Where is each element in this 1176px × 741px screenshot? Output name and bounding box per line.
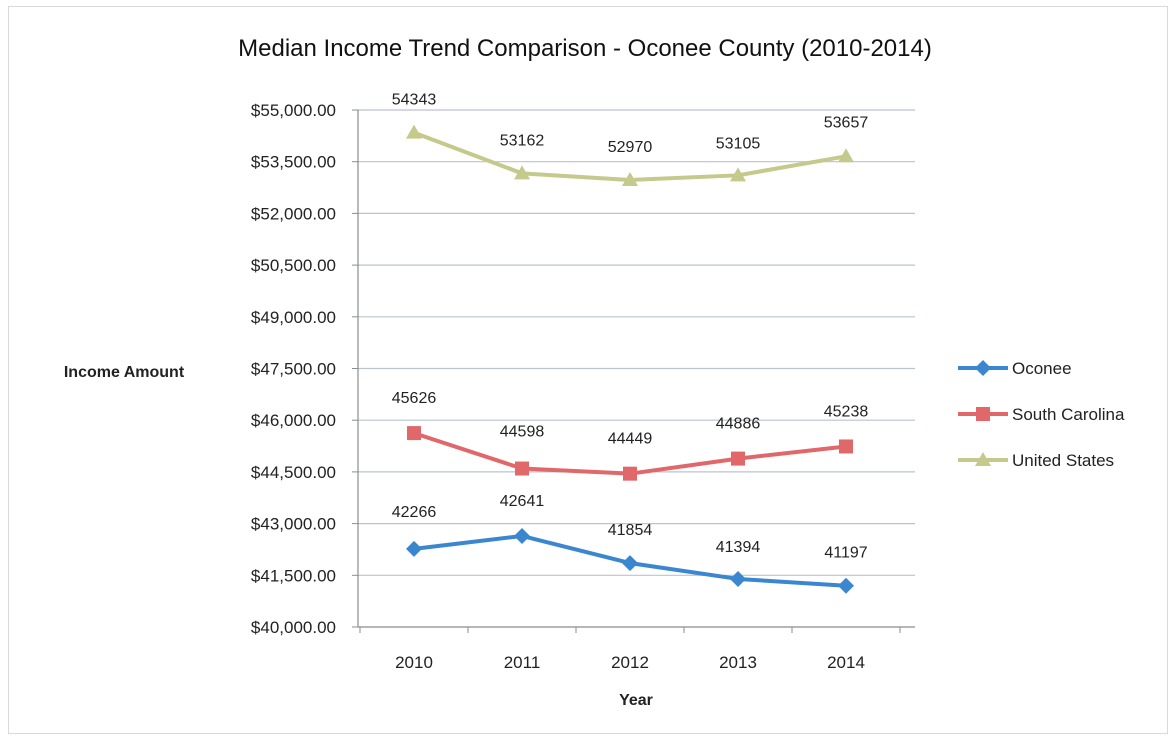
series-lines: [406, 124, 854, 594]
legend-marker-oconee: [975, 360, 991, 376]
data-label-south-carolina: 45626: [392, 390, 437, 407]
legend-label-south-carolina: South Carolina: [1012, 405, 1125, 424]
y-tick-label: $53,500.00: [251, 153, 336, 172]
data-point-oconee: [838, 577, 854, 594]
y-tick-label: $46,000.00: [251, 411, 336, 430]
y-tick-label: $49,000.00: [251, 308, 336, 327]
y-tick-label: $44,500.00: [251, 463, 336, 482]
data-point-united-states: [838, 148, 854, 163]
data-point-united-states: [514, 165, 530, 180]
y-axis-ticks: $40,000.00 $41,500.00 $43,000.00 $44,500.00…: [251, 101, 336, 637]
x-axis-title: Year: [619, 692, 653, 709]
data-point-oconee: [406, 540, 422, 557]
chart-title: Median Income Trend Comparison - Oconee …: [238, 35, 932, 62]
legend-marker-united-states: [975, 452, 991, 466]
data-point-united-states: [406, 124, 422, 139]
data-point-united-states: [622, 171, 638, 186]
legend: Oconee South Carolina United States: [958, 359, 1125, 470]
data-label-united-states: 53105: [716, 135, 761, 152]
y-tick-label: $40,000.00: [251, 618, 336, 637]
data-label-united-states: 53162: [500, 132, 545, 149]
data-label-oconee: 41394: [716, 539, 761, 556]
data-labels: 42266 42641 41854 41394 41197 45626 44598 44449…: [392, 92, 869, 562]
legend-label-united-states: United States: [1012, 451, 1114, 470]
data-label-united-states: 52970: [608, 139, 653, 156]
data-point-south-carolina: [839, 439, 853, 454]
y-axis-title: Income Amount: [64, 364, 185, 381]
y-tick-label: $41,500.00: [251, 566, 336, 585]
data-point-south-carolina: [407, 426, 421, 441]
data-label-south-carolina: 44886: [716, 416, 761, 433]
x-axis-ticks: 2010 2011 2012 2013 2014: [359, 627, 901, 672]
data-label-oconee: 42266: [392, 504, 437, 521]
data-point-oconee: [514, 527, 530, 544]
data-label-south-carolina: 44598: [500, 424, 545, 441]
data-point-south-carolina: [731, 451, 745, 466]
data-label-united-states: 53657: [824, 114, 869, 131]
y-tick-label: $52,000.00: [251, 204, 336, 223]
x-tick-label: 2013: [719, 653, 757, 672]
data-label-south-carolina: 45238: [824, 403, 869, 420]
data-label-united-states: 54343: [392, 92, 437, 109]
y-tick-label: $55,000.00: [251, 101, 336, 120]
y-tick-label: $50,500.00: [251, 256, 336, 275]
x-tick-label: 2012: [611, 653, 649, 672]
legend-marker-south-carolina: [976, 407, 990, 421]
data-label-oconee: 41197: [824, 545, 867, 562]
y-tick-label: $47,500.00: [251, 360, 336, 379]
data-point-south-carolina: [623, 466, 637, 481]
x-tick-label: 2011: [504, 653, 541, 672]
data-point-united-states: [730, 167, 746, 182]
y-tick-label: $43,000.00: [251, 515, 336, 534]
gridlines: [352, 109, 915, 628]
data-label-oconee: 41854: [608, 522, 653, 539]
data-label-south-carolina: 44449: [608, 431, 653, 448]
x-tick-label: 2010: [395, 653, 433, 672]
data-label-oconee: 42641: [500, 493, 545, 510]
data-point-south-carolina: [515, 461, 529, 476]
data-point-oconee: [622, 555, 638, 572]
data-point-oconee: [730, 570, 746, 587]
x-tick-label: 2014: [827, 653, 865, 672]
legend-label-oconee: Oconee: [1012, 359, 1072, 378]
